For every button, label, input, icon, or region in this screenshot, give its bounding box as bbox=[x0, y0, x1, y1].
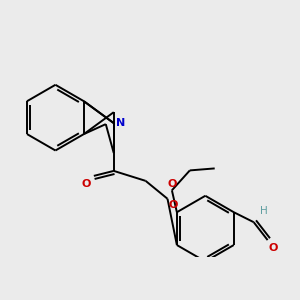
Text: O: O bbox=[169, 200, 178, 210]
Text: O: O bbox=[268, 243, 278, 253]
Text: O: O bbox=[167, 179, 177, 189]
Text: O: O bbox=[82, 179, 91, 189]
Text: H: H bbox=[260, 206, 267, 216]
Text: N: N bbox=[116, 118, 125, 128]
